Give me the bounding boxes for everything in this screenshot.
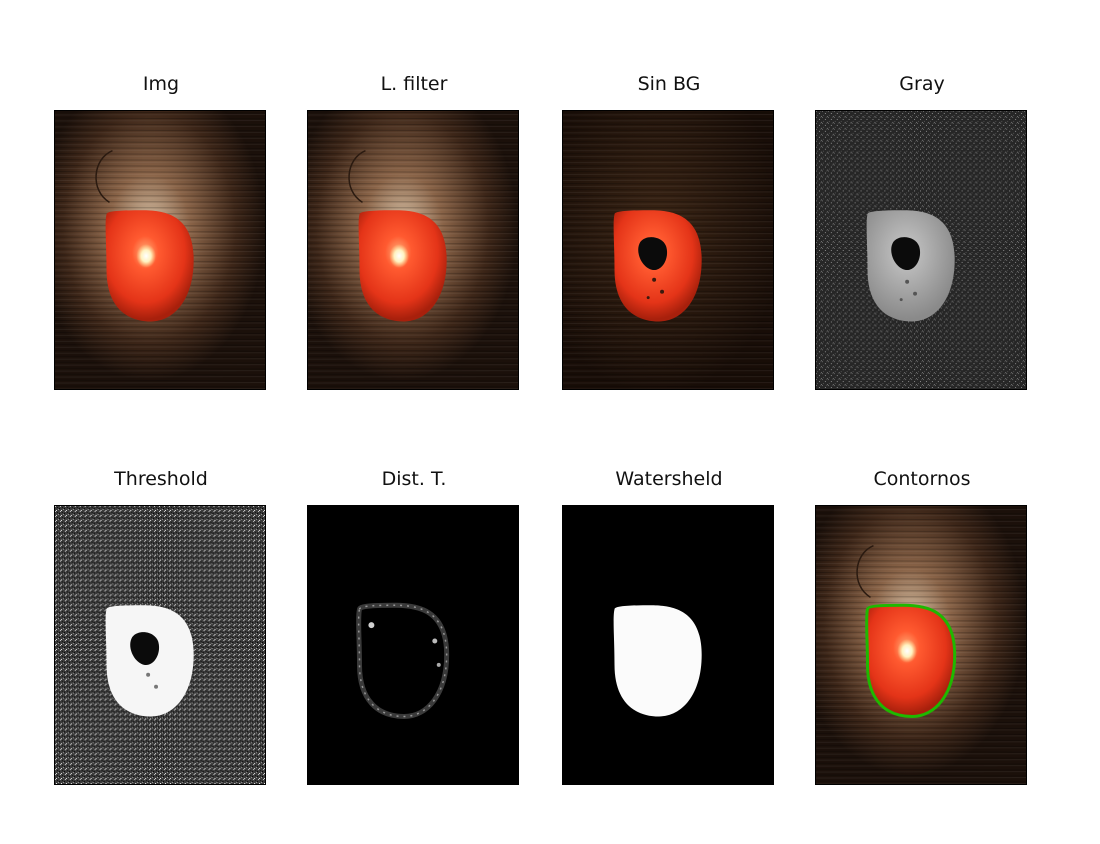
panel-title: Threshold (114, 468, 208, 490)
image-contours (815, 505, 1027, 785)
image-threshold (54, 505, 266, 785)
image-distance-transform (307, 505, 519, 785)
panel-title: Gray (899, 73, 945, 95)
panel-title: L. filter (380, 73, 448, 95)
panel-title: Contornos (873, 468, 971, 490)
panel-title: Watersheld (615, 468, 723, 490)
panel-title: Img (142, 73, 180, 95)
image-original (54, 110, 266, 390)
image-grayscale (815, 110, 1027, 390)
image-filtered (307, 110, 519, 390)
image-watershed (562, 505, 774, 785)
panel-title: Sin BG (637, 73, 701, 95)
image-no-background (562, 110, 774, 390)
panel-title: Dist. T. (381, 468, 447, 490)
